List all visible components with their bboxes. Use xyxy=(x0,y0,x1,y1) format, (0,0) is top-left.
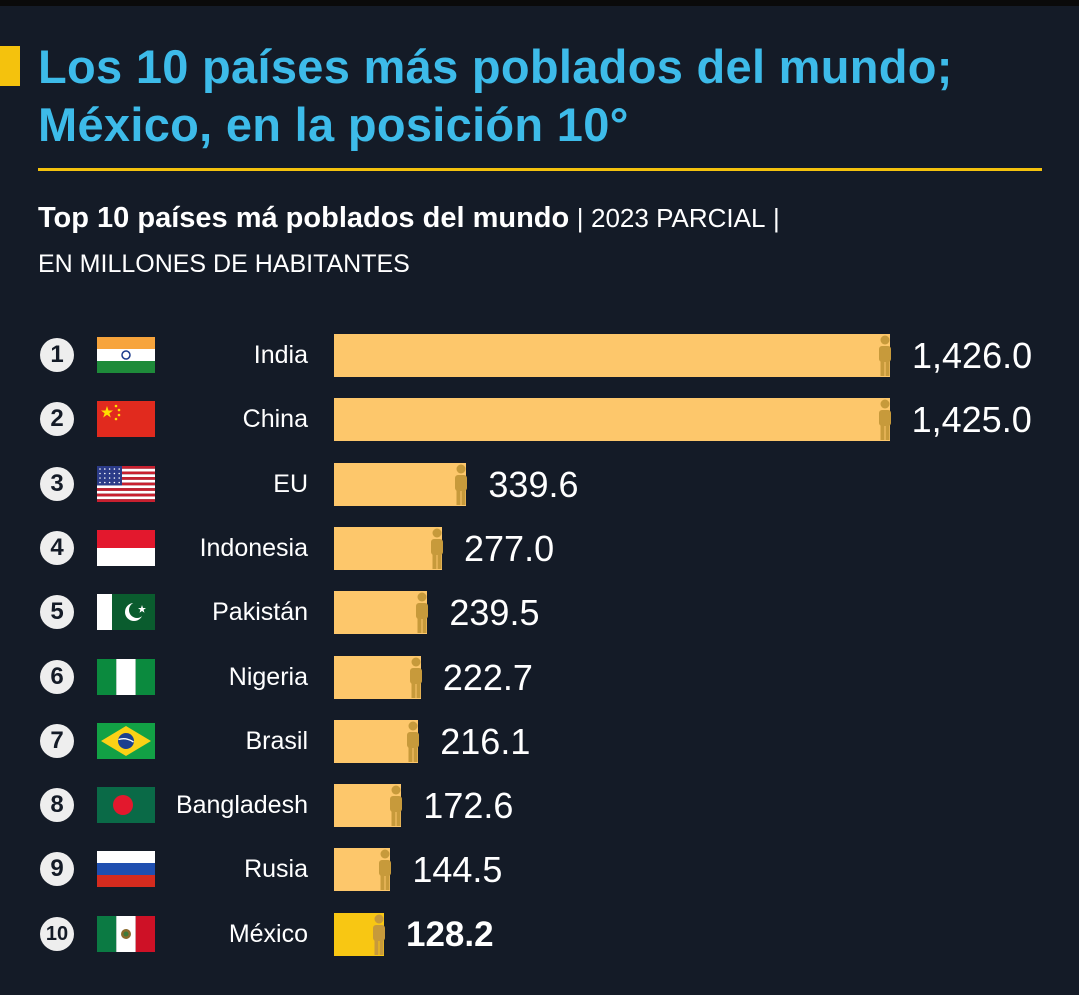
indonesia-flag-icon xyxy=(97,529,155,566)
person-icon xyxy=(413,591,431,634)
page-title: Los 10 países más poblados del mundo; Mé… xyxy=(38,40,953,151)
rank-badge: 5 xyxy=(40,595,74,630)
country-label: Pakistán xyxy=(212,598,308,627)
population-bar xyxy=(334,719,419,763)
bar-row: 5 Pakistán 239.5 xyxy=(0,587,1079,637)
person-icon xyxy=(370,913,388,956)
value-label: 339.6 xyxy=(488,463,579,505)
rank-badge: 6 xyxy=(40,659,74,694)
mexico-flag-icon xyxy=(97,915,155,952)
country-label: EU xyxy=(273,469,308,498)
value-label: 239.5 xyxy=(449,592,540,634)
bar-row: 8 Bangladesh 172.6 xyxy=(0,780,1079,830)
title-accent-bar xyxy=(0,46,20,86)
person-icon xyxy=(387,784,405,827)
person-icon xyxy=(876,398,894,441)
year-tag: 2023 PARCIAL xyxy=(591,203,766,233)
person-icon xyxy=(407,656,425,699)
population-bar xyxy=(334,398,890,442)
population-bar xyxy=(334,591,428,635)
country-label: India xyxy=(253,341,308,369)
value-label: 1,426.0 xyxy=(912,335,1033,376)
value-label: 222.7 xyxy=(442,656,533,698)
population-bar xyxy=(334,526,442,570)
rank-badge: 7 xyxy=(40,723,74,758)
rank-badge: 3 xyxy=(40,466,74,501)
value-label: 216.1 xyxy=(440,720,531,762)
bar-row: 10 México 128.2 xyxy=(0,909,1079,959)
subtitle-separator: | xyxy=(576,203,584,233)
person-icon xyxy=(452,463,470,506)
rank-badge: 2 xyxy=(40,402,74,437)
value-label: 277.0 xyxy=(464,527,555,569)
russia-flag-icon xyxy=(97,851,155,888)
india-flag-icon xyxy=(97,337,155,373)
population-bar xyxy=(334,655,421,699)
bar-row: 4 Indonesia 277.0 xyxy=(0,523,1079,573)
bangladesh-flag-icon xyxy=(97,787,155,824)
person-icon xyxy=(428,527,446,570)
bar-row: 9 Rusia 144.5 xyxy=(0,844,1079,894)
brazil-flag-icon xyxy=(97,722,155,759)
country-label: China xyxy=(242,405,308,434)
country-label: Indonesia xyxy=(199,533,308,562)
subtitle-separator: | xyxy=(772,203,780,233)
person-icon xyxy=(376,848,394,891)
bar-row: 1 India 1,426.0 xyxy=(0,330,1079,380)
rank-badge: 9 xyxy=(40,852,74,887)
value-label: 172.6 xyxy=(423,785,514,827)
population-bar xyxy=(334,334,890,377)
bar-row: 7 Brasil 216.1 xyxy=(0,716,1079,766)
bar-row: 3 EU 339.6 xyxy=(0,459,1079,509)
value-label: 128.2 xyxy=(405,914,494,954)
population-bar xyxy=(334,784,402,828)
person-icon xyxy=(404,720,422,763)
country-label: Rusia xyxy=(244,855,308,884)
person-icon xyxy=(876,334,894,377)
country-label: México xyxy=(228,919,308,948)
china-flag-icon xyxy=(97,401,155,438)
bar-row: 2 China 1,425.0 xyxy=(0,394,1079,444)
country-label: Nigeria xyxy=(228,662,308,691)
rank-badge: 1 xyxy=(40,338,74,372)
title-divider xyxy=(38,168,1042,171)
country-label: Bangladesh xyxy=(175,791,308,820)
usa-flag-icon xyxy=(97,465,155,502)
unit-label: EN MILLONES DE HABITANTES xyxy=(38,250,410,278)
rank-badge: 4 xyxy=(40,530,74,565)
rank-badge: 8 xyxy=(40,788,74,823)
population-bar-chart: 1 India 1,426.0 2 China 1,425.0 3 EU 339.6 4 Indon… xyxy=(0,320,1079,980)
value-label: 144.5 xyxy=(412,849,503,891)
top-band xyxy=(0,0,1079,6)
population-bar xyxy=(334,462,467,506)
country-label: Brasil xyxy=(245,726,308,755)
chart-subtitle: Top 10 países má poblados del mundo | 20… xyxy=(38,198,1058,238)
value-label: 1,425.0 xyxy=(911,399,1032,441)
chart-title: Top 10 países má poblados del mundo xyxy=(38,202,570,234)
rank-badge: 10 xyxy=(40,916,74,951)
nigeria-flag-icon xyxy=(97,658,155,695)
bar-row: 6 Nigeria 222.7 xyxy=(0,652,1079,702)
pakistan-flag-icon xyxy=(97,594,155,631)
